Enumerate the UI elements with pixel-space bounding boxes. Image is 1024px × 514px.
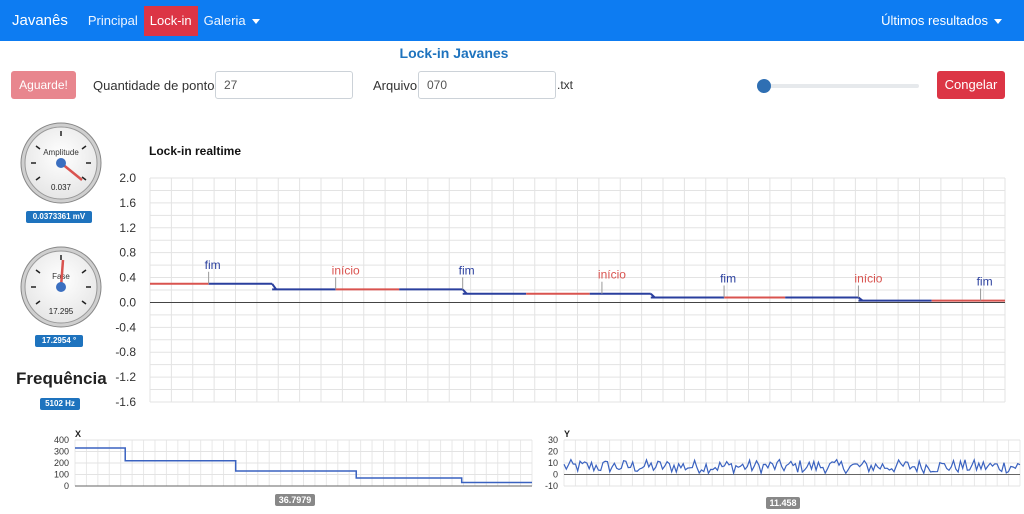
amplitude-gauge-value: 0.037 xyxy=(51,183,72,192)
y-value-badge: 11.458 xyxy=(766,497,800,509)
amplitude-gauge-label: Amplitude xyxy=(43,148,79,157)
phase-gauge-value: 17.295 xyxy=(49,307,74,316)
y-chart-title: Y xyxy=(564,429,570,439)
nav-ultimos-resultados[interactable]: Últimos resultados xyxy=(881,0,1002,41)
nav-galeria-label: Galeria xyxy=(203,12,246,28)
y-tick-label: -0.4 xyxy=(115,320,136,334)
amplitude-gauge: Amplitude 0.037 xyxy=(20,122,102,204)
y-tick-label: -1.2 xyxy=(115,370,136,384)
annotation-inicio: início xyxy=(854,271,882,285)
file-input[interactable]: 070 xyxy=(418,71,556,99)
points-input[interactable]: 27 xyxy=(215,71,353,99)
y-tick-label: 0 xyxy=(553,470,558,480)
nav-ultimos-label: Últimos resultados xyxy=(881,13,988,28)
frequency-badge: 5102 Hz xyxy=(40,398,80,410)
y-tick-label: 10 xyxy=(548,458,558,468)
slider-track[interactable] xyxy=(764,84,919,88)
y-tick-label: 0.4 xyxy=(119,271,136,285)
x-series-line xyxy=(75,447,532,484)
file-label: Arquivo xyxy=(373,78,418,93)
slider-thumb[interactable] xyxy=(757,79,771,93)
annotation-fim: fim xyxy=(459,263,475,277)
annotation-fim: fim xyxy=(205,258,221,272)
y-tick-label: 2.0 xyxy=(119,171,136,185)
y-tick-label: 400 xyxy=(54,435,69,445)
nav-principal[interactable]: Principal xyxy=(87,12,138,28)
x-value-badge: 36.7979 xyxy=(275,494,315,506)
brand[interactable]: Javanês xyxy=(12,12,68,29)
y-series-line xyxy=(563,457,1021,476)
annotation-inicio: início xyxy=(332,263,360,277)
wait-button[interactable]: Aguarde! xyxy=(11,71,76,99)
y-tick-label: 100 xyxy=(54,470,69,480)
y-tick-label: 200 xyxy=(54,458,69,468)
gauge-hub xyxy=(56,158,66,168)
nav-galeria[interactable]: Galeria xyxy=(198,6,266,36)
amplitude-badge: 0.0373361 mV xyxy=(26,211,92,223)
x-chart-title: X xyxy=(75,429,81,439)
main-chart-title: Lock-in realtime xyxy=(149,144,242,158)
annotation-fim: fim xyxy=(977,275,993,289)
chevron-down-icon xyxy=(251,18,260,24)
file-extension: .txt xyxy=(557,78,574,92)
annotation-fim: fim xyxy=(720,271,736,285)
y-tick-label: 300 xyxy=(54,447,69,457)
y-tick-label: 0 xyxy=(64,481,69,490)
y-tick-label: 1.6 xyxy=(119,196,136,210)
navbar: Javanês Principal Lock-in Galeria Último… xyxy=(0,0,1024,41)
y-tick-label: -10 xyxy=(545,481,558,490)
phase-badge: 17.2954 ° xyxy=(35,335,83,347)
points-label: Quantidade de pontos xyxy=(93,78,221,93)
annotation-inicio: início xyxy=(598,268,626,282)
main-chart: 2.0 1.6 1.2 0.8 0.4 0.0 -0.4 -0.8 -1.2 -1.6 fim iní… xyxy=(115,171,1006,409)
y-tick-label: -1.6 xyxy=(115,395,136,409)
frequency-title: Frequência xyxy=(16,369,107,388)
gauge-hub xyxy=(56,282,66,292)
y-tick-label: -0.8 xyxy=(115,345,136,359)
y-tick-label: 0.0 xyxy=(119,295,136,309)
chevron-down-icon xyxy=(994,19,1002,25)
y-tick-label: 30 xyxy=(548,435,558,445)
y-tick-label: 1.2 xyxy=(119,221,136,235)
freeze-button[interactable]: Congelar xyxy=(937,71,1005,99)
y-tick-label: 0.8 xyxy=(119,246,136,260)
phase-gauge: Fase 17.295 xyxy=(20,246,102,328)
page-title: Lock-in Javanes xyxy=(399,45,509,61)
nav-lock-in[interactable]: Lock-in xyxy=(143,5,198,36)
y-tick-label: 20 xyxy=(548,447,558,457)
